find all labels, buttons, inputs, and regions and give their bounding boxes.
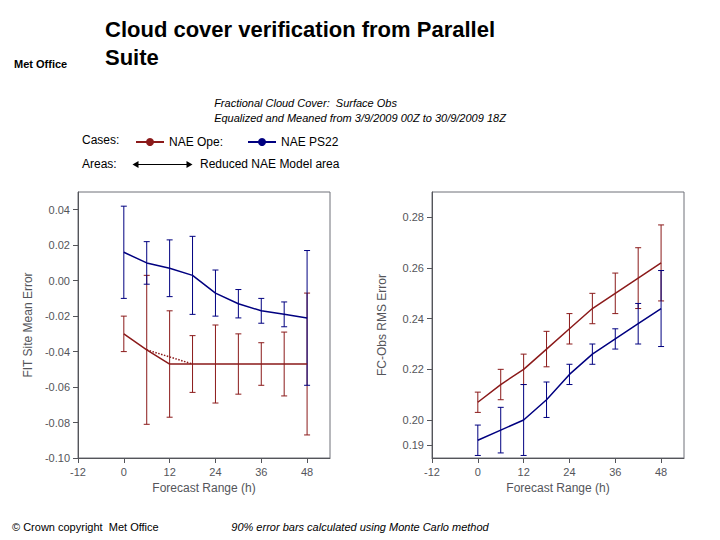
svg-text:Cloud cover verification from: Cloud cover verification from Parallel <box>105 17 495 42</box>
svg-text:0.00: 0.00 <box>49 275 70 287</box>
svg-text:0.24: 0.24 <box>403 313 424 325</box>
svg-text:48: 48 <box>655 466 667 478</box>
svg-text:0.28: 0.28 <box>403 211 424 223</box>
svg-text:0.02: 0.02 <box>49 239 70 251</box>
svg-text:FC-Obs RMS Error: FC-Obs RMS Error <box>375 274 389 376</box>
svg-text:© Crown copyright Met Office: © Crown copyright Met Office <box>12 521 159 533</box>
svg-text:-12: -12 <box>424 466 440 478</box>
svg-text:0.22: 0.22 <box>403 363 424 375</box>
svg-text:48: 48 <box>301 466 313 478</box>
svg-text:24: 24 <box>209 466 221 478</box>
svg-text:-0.04: -0.04 <box>45 346 70 358</box>
svg-text:-0.10: -0.10 <box>45 452 70 464</box>
svg-text:Cases:: Cases: <box>82 133 119 147</box>
svg-text:-0.02: -0.02 <box>45 310 70 322</box>
svg-text:Met Office: Met Office <box>14 58 67 70</box>
svg-text:24: 24 <box>563 466 575 478</box>
svg-text:Suite: Suite <box>105 45 159 70</box>
svg-text:FIT Site Mean Error: FIT Site Mean Error <box>21 272 35 377</box>
svg-text:0.04: 0.04 <box>49 204 70 216</box>
svg-text:12: 12 <box>164 466 176 478</box>
svg-text:90% error bars calculated usin: 90% error bars calculated using Monte Ca… <box>231 521 489 533</box>
svg-text:0.19: 0.19 <box>403 439 424 451</box>
svg-text:Equalized and Meaned from 3/9/: Equalized and Meaned from 3/9/2009 00Z t… <box>214 112 507 124</box>
svg-text:Areas:: Areas: <box>82 157 117 171</box>
svg-text:-0.06: -0.06 <box>45 381 70 393</box>
svg-text:0.20: 0.20 <box>403 414 424 426</box>
svg-text:Forecast Range (h): Forecast Range (h) <box>506 481 609 495</box>
svg-text:Forecast Range (h): Forecast Range (h) <box>152 481 255 495</box>
svg-text:-12: -12 <box>70 466 86 478</box>
svg-text:0.26: 0.26 <box>403 262 424 274</box>
svg-text:12: 12 <box>518 466 530 478</box>
svg-text:-0.08: -0.08 <box>45 417 70 429</box>
svg-text:0: 0 <box>121 466 127 478</box>
svg-text:36: 36 <box>255 466 267 478</box>
svg-text:Reduced NAE Model area: Reduced NAE Model area <box>200 157 340 171</box>
svg-text:0: 0 <box>475 466 481 478</box>
svg-text:36: 36 <box>609 466 621 478</box>
svg-text:NAE Ope:: NAE Ope: <box>169 135 223 149</box>
svg-text:NAE PS22: NAE PS22 <box>281 135 339 149</box>
svg-text:Fractional Cloud Cover: Surfa: Fractional Cloud Cover: Surface Obs <box>214 97 397 109</box>
